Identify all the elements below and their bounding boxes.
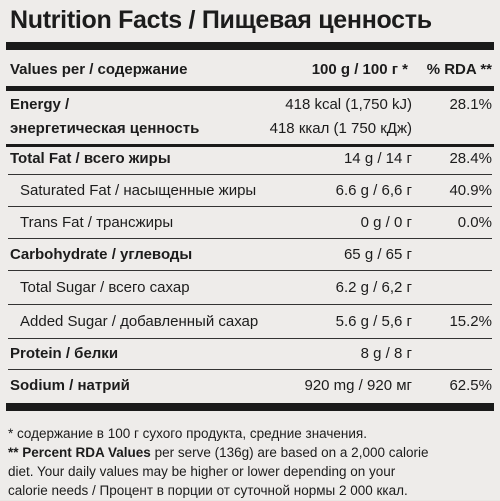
header-amount: 100 g / 100 г * [311, 61, 408, 78]
nutrient-label: Total Fat / всего жиры [10, 150, 171, 167]
nutrient-amount: 6.6 g / 6,6 г [335, 182, 412, 199]
energy-rda: 28.1% [449, 96, 492, 113]
page-title: Nutrition Facts / Пищевая ценность [10, 6, 432, 34]
nutrient-label: Total Sugar / всего сахар [20, 279, 190, 296]
row-divider [8, 369, 492, 370]
nutrient-label: Trans Fat / трансжиры [20, 214, 174, 231]
footnote-rda-text: per serve (136g) are based on a 2,000 ca… [150, 445, 429, 460]
energy-label-en: Energy / [10, 96, 70, 113]
nutrient-rda: 15.2% [449, 313, 492, 330]
row-divider [8, 206, 492, 207]
nutrient-amount: 5.6 g / 5,6 г [335, 313, 412, 330]
energy-amount-ru: 418 ккал (1 750 кДж) [269, 120, 412, 137]
nutrient-amount: 8 g / 8 г [360, 345, 412, 362]
row-divider [8, 238, 492, 239]
nutrient-amount: 6.2 g / 6,2 г [335, 279, 412, 296]
nutrient-label: Protein / белки [10, 345, 119, 362]
footnote-line-1: * содержание в 100 г сухого продукта, ср… [8, 426, 367, 441]
nutrient-rda: 28.4% [449, 150, 492, 167]
footnote-line-3: diet. Your daily values may be higher or… [8, 464, 396, 479]
energy-amount-en: 418 kcal (1,750 kJ) [285, 96, 412, 113]
header-rda: % RDA ** [426, 61, 492, 78]
nutrient-amount: 0 g / 0 г [360, 214, 412, 231]
header-divider [6, 86, 494, 91]
row-divider [8, 338, 492, 339]
nutrient-rda: 0.0% [457, 214, 492, 231]
nutrient-label: Sodium / натрий [10, 377, 130, 394]
row-divider [8, 304, 492, 305]
nutrient-rda: 62.5% [449, 377, 492, 394]
energy-row: Energy / энергетическая ценность 418 kca… [0, 96, 500, 140]
energy-label-ru: энергетическая ценность [10, 120, 200, 137]
row-divider [8, 270, 492, 271]
footnote-line-4: calorie needs / Процент в порции от суто… [8, 483, 408, 498]
title-divider [6, 42, 494, 50]
bottom-divider [6, 403, 494, 411]
nutrient-amount: 14 g / 14 г [343, 150, 412, 167]
nutrient-label: Saturated Fat / насыщенные жиры [20, 182, 257, 199]
nutrient-amount: 65 g / 65 г [343, 246, 412, 263]
nutrient-label: Carbohydrate / углеводы [10, 246, 193, 263]
footnote-line-2: ** Percent RDA Values per serve (136g) a… [8, 443, 498, 463]
nutrient-rda: 40.9% [449, 182, 492, 199]
footnote-rda-heading: ** Percent RDA Values [8, 445, 151, 460]
row-divider [8, 174, 492, 175]
nutrient-label: Added Sugar / добавленный сахар [20, 313, 259, 330]
energy-divider [6, 144, 494, 147]
header-label: Values per / содержание [10, 61, 188, 78]
nutrient-amount: 920 mg / 920 мг [304, 377, 412, 394]
